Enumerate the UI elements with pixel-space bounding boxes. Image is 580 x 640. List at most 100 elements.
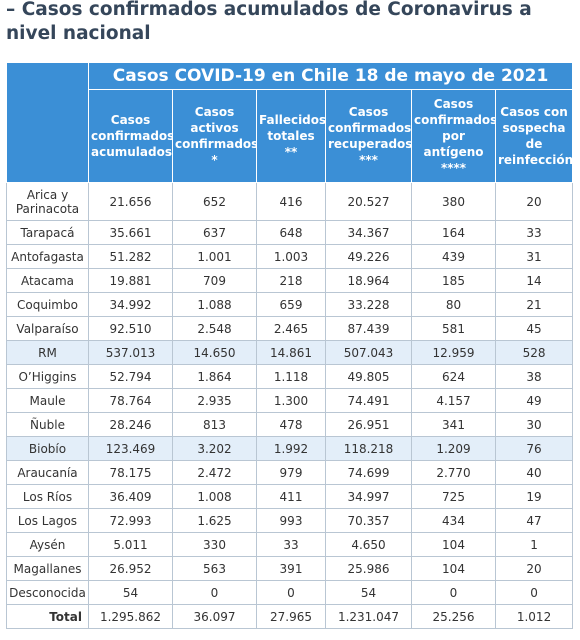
data-row: RM 537.013 14.650 14.861 507.043 12.959 528 bbox=[6, 340, 574, 365]
value-cell: 4.157 bbox=[411, 388, 496, 413]
data-row: Antofagasta 51.282 1.001 1.003 49.226 439 31 bbox=[6, 244, 574, 269]
region-cell: Los Lagos bbox=[6, 508, 89, 533]
table-body: Casos COVID-19 en Chile 18 de mayo de 20… bbox=[6, 62, 574, 629]
value-cell: 1.864 bbox=[172, 364, 257, 389]
value-cell: 1 bbox=[494, 532, 574, 557]
value-cell: 14.650 bbox=[172, 340, 257, 365]
value-cell: 19.881 bbox=[88, 268, 173, 293]
value-cell: 637 bbox=[172, 220, 257, 245]
value-cell: 74.699 bbox=[325, 460, 412, 485]
value-cell: 1.001 bbox=[172, 244, 257, 269]
column-header: Casos activos confirmados * bbox=[172, 89, 257, 183]
value-cell: 478 bbox=[256, 412, 326, 437]
value-cell: 1.625 bbox=[172, 508, 257, 533]
value-cell: 0 bbox=[494, 580, 574, 605]
value-cell: 709 bbox=[172, 268, 257, 293]
value-cell: 1.088 bbox=[172, 292, 257, 317]
data-row: Ñuble 28.246 813 478 26.951 341 30 bbox=[6, 412, 574, 437]
value-cell: 979 bbox=[256, 460, 326, 485]
value-cell: 5.011 bbox=[88, 532, 173, 557]
value-cell: 0 bbox=[256, 580, 326, 605]
region-cell: Araucanía bbox=[6, 460, 89, 485]
header-line: confirmados bbox=[91, 129, 173, 143]
region-cell: Arica y Parinacota bbox=[6, 182, 89, 221]
column-header: Casos con sospecha de reinfección bbox=[494, 89, 574, 183]
data-row: Coquimbo 34.992 1.088 659 33.228 80 21 bbox=[6, 292, 574, 317]
value-cell: 21.656 bbox=[88, 182, 173, 221]
header-line: por bbox=[442, 129, 465, 143]
value-cell: 813 bbox=[172, 412, 257, 437]
value-cell: 25.256 bbox=[411, 604, 496, 629]
header-line: Casos bbox=[348, 105, 389, 119]
column-header: Casos confirmados acumulados bbox=[88, 89, 173, 183]
value-cell: 78.764 bbox=[88, 388, 173, 413]
data-row: Atacama 19.881 709 218 18.964 185 14 bbox=[6, 268, 574, 293]
value-cell: 20 bbox=[494, 182, 574, 221]
value-cell: 20.527 bbox=[325, 182, 412, 221]
region-cell: Maule bbox=[6, 388, 89, 413]
value-cell: 31 bbox=[494, 244, 574, 269]
value-cell: 54 bbox=[88, 580, 173, 605]
value-cell: 34.367 bbox=[325, 220, 412, 245]
value-cell: 21 bbox=[494, 292, 574, 317]
value-cell: 26.951 bbox=[325, 412, 412, 437]
region-cell: Valparaíso bbox=[6, 316, 89, 341]
value-cell: 624 bbox=[411, 364, 496, 389]
header-line: confirmados bbox=[328, 121, 412, 135]
value-cell: 49.226 bbox=[325, 244, 412, 269]
value-cell: 1.118 bbox=[256, 364, 326, 389]
value-cell: 76 bbox=[494, 436, 574, 461]
value-cell: 2.465 bbox=[256, 316, 326, 341]
column-header: Casos confirmados recuperados *** bbox=[325, 89, 412, 183]
value-cell: 70.357 bbox=[325, 508, 412, 533]
header-line: Casos bbox=[433, 97, 474, 111]
region-cell: Los Ríos bbox=[6, 484, 89, 509]
region-cell: Magallanes bbox=[6, 556, 89, 581]
value-cell: 1.992 bbox=[256, 436, 326, 461]
region-cell: O’Higgins bbox=[6, 364, 89, 389]
value-cell: 0 bbox=[411, 580, 496, 605]
region-cell: Tarapacá bbox=[6, 220, 89, 245]
value-cell: 104 bbox=[411, 532, 496, 557]
value-cell: 563 bbox=[172, 556, 257, 581]
value-cell: 1.209 bbox=[411, 436, 496, 461]
data-row: Maule 78.764 2.935 1.300 74.491 4.157 49 bbox=[6, 388, 574, 413]
data-row: Tarapacá 35.661 637 648 34.367 164 33 bbox=[6, 220, 574, 245]
header-line: confirmados bbox=[175, 137, 257, 151]
value-cell: 78.175 bbox=[88, 460, 173, 485]
value-cell: 14 bbox=[494, 268, 574, 293]
value-cell: 34.992 bbox=[88, 292, 173, 317]
value-cell: 659 bbox=[256, 292, 326, 317]
value-cell: 27.965 bbox=[256, 604, 326, 629]
value-cell: 45 bbox=[494, 316, 574, 341]
value-cell: 4.650 bbox=[325, 532, 412, 557]
value-cell: 72.993 bbox=[88, 508, 173, 533]
value-cell: 1.295.862 bbox=[88, 604, 173, 629]
value-cell: 993 bbox=[256, 508, 326, 533]
value-cell: 52.794 bbox=[88, 364, 173, 389]
header-line: confirmados bbox=[414, 113, 496, 127]
value-cell: 19 bbox=[494, 484, 574, 509]
value-cell: 25.986 bbox=[325, 556, 412, 581]
header-line: activos bbox=[190, 121, 239, 135]
value-cell: 33 bbox=[494, 220, 574, 245]
value-cell: 28.246 bbox=[88, 412, 173, 437]
value-cell: 1.012 bbox=[494, 604, 574, 629]
data-row: Valparaíso 92.510 2.548 2.465 87.439 581 45 bbox=[6, 316, 574, 341]
value-cell: 54 bbox=[325, 580, 412, 605]
header-line: reinfección bbox=[498, 153, 573, 167]
value-cell: 104 bbox=[411, 556, 496, 581]
header-row: Casos confirmados acumulados Casos activos co… bbox=[7, 89, 574, 183]
data-row: Los Ríos 36.409 1.008 411 34.997 725 19 bbox=[6, 484, 574, 509]
data-row: Araucanía 78.175 2.472 979 74.699 2.770 40 bbox=[6, 460, 574, 485]
value-cell: 123.469 bbox=[88, 436, 173, 461]
value-cell: 648 bbox=[256, 220, 326, 245]
value-cell: 47 bbox=[494, 508, 574, 533]
value-cell: 0 bbox=[172, 580, 257, 605]
value-cell: 439 bbox=[411, 244, 496, 269]
region-cell: Coquimbo bbox=[6, 292, 89, 317]
value-cell: 34.997 bbox=[325, 484, 412, 509]
header-line: de bbox=[525, 137, 543, 151]
value-cell: 49 bbox=[494, 388, 574, 413]
